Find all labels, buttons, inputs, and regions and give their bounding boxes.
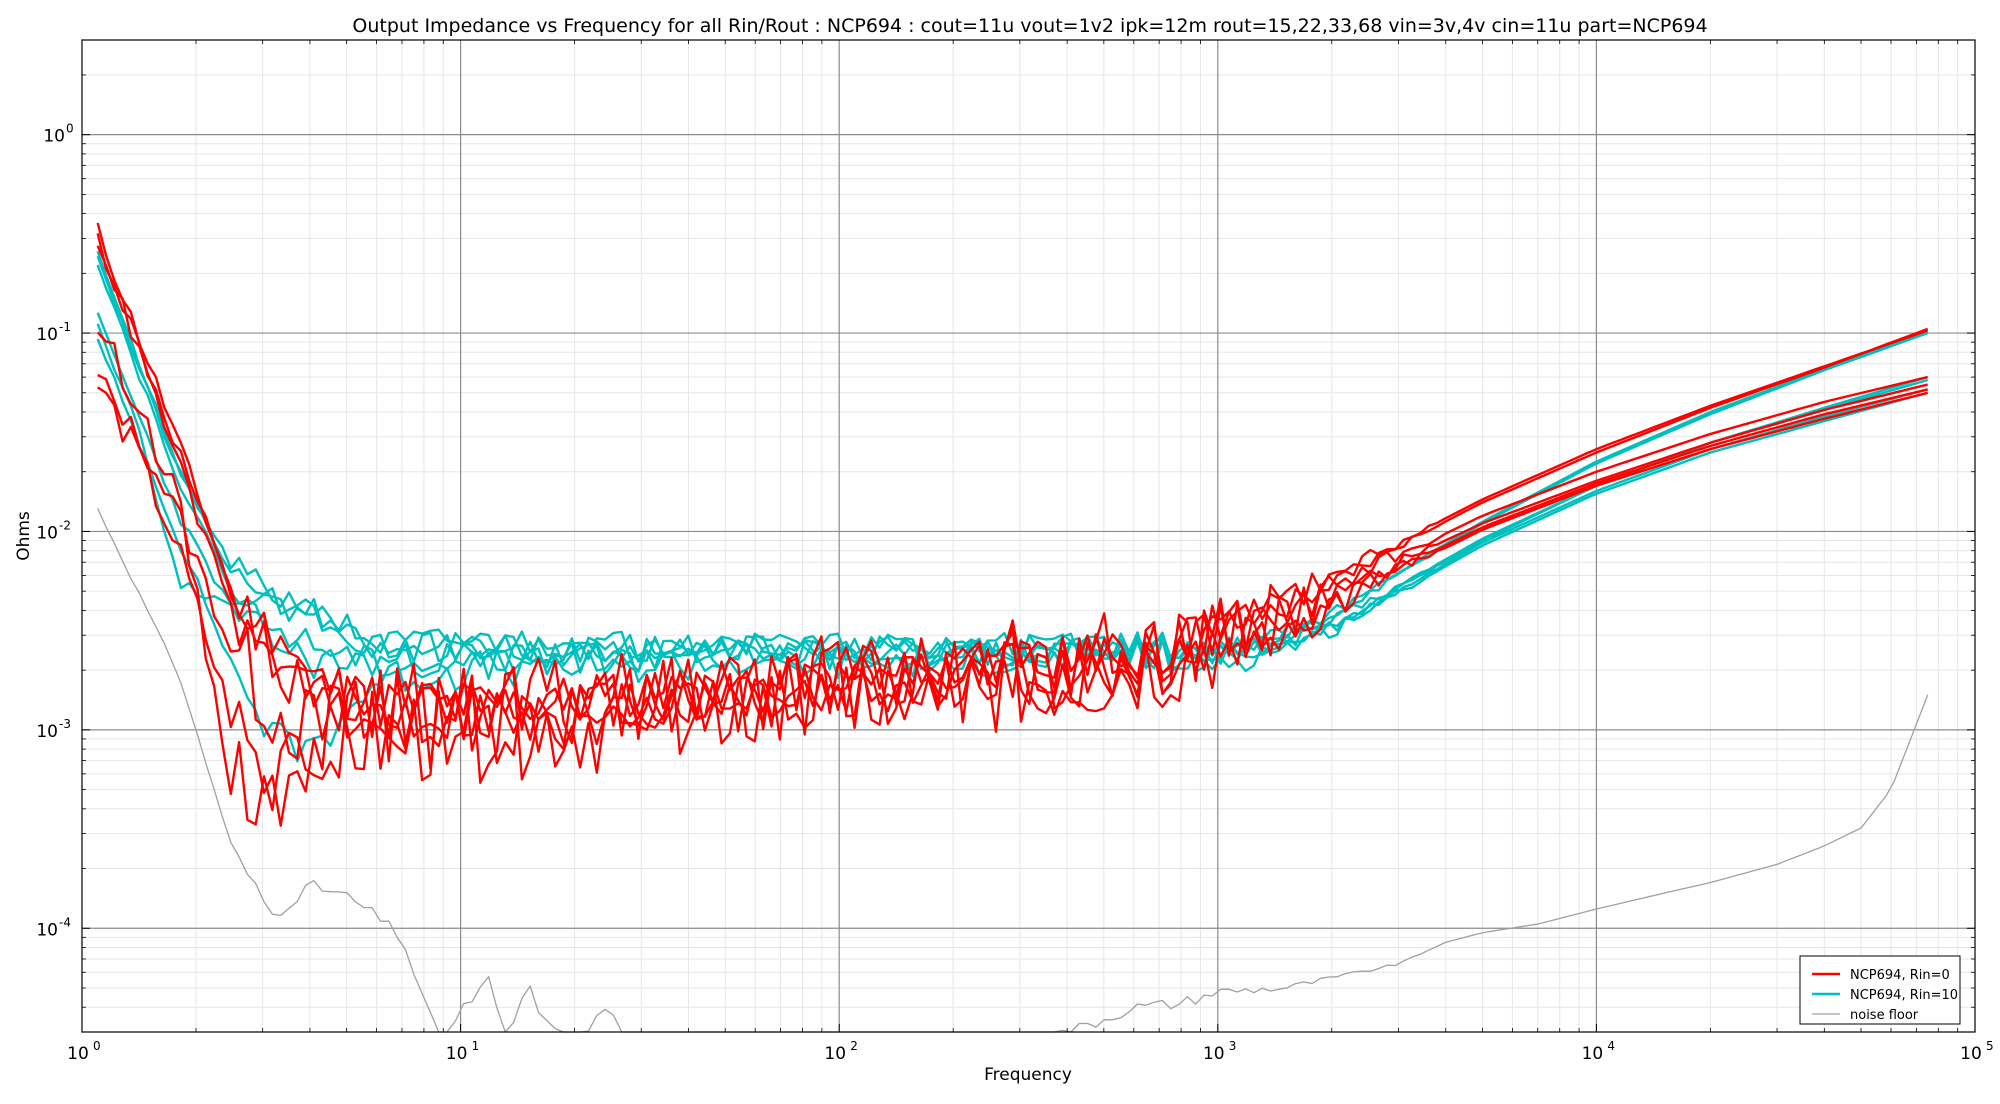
x-tick-label: 10 — [1203, 1044, 1225, 1064]
y-tick-exponent: -1 — [59, 320, 71, 334]
x-tick-label: 10 — [446, 1044, 468, 1064]
x-tick-exponent: 2 — [850, 1039, 858, 1053]
x-tick-exponent: 0 — [93, 1039, 101, 1053]
legend-label: noise floor — [1850, 1008, 1919, 1023]
x-tick-exponent: 3 — [1229, 1039, 1237, 1053]
plot-area — [81, 39, 1976, 1033]
x-tick-exponent: 4 — [1607, 1039, 1615, 1053]
series-line — [96, 250, 1929, 663]
legend-label: NCP694, Rin=10 — [1850, 988, 1958, 1003]
legend-label: NCP694, Rin=0 — [1850, 968, 1950, 983]
y-tick-label: 10 — [36, 722, 58, 742]
minor-gridlines — [82, 40, 1975, 1033]
legend: NCP694, Rin=0 NCP694, Rin=10 noise floor — [1799, 955, 1961, 1025]
y-tick-exponent: 0 — [66, 122, 74, 136]
x-tick-label: 10 — [824, 1044, 846, 1064]
y-tick-exponent: -3 — [59, 717, 71, 731]
x-tick-exponent: 1 — [472, 1039, 480, 1053]
x-tick-label: 10 — [1960, 1044, 1982, 1064]
plot-background — [82, 40, 1975, 1032]
y-axis-label: Ohms — [14, 511, 34, 561]
series-layer — [96, 222, 1929, 1033]
legend-items: NCP694, Rin=0 NCP694, Rin=10 noise floor — [1812, 968, 1958, 1023]
series-line — [96, 331, 1928, 826]
series-line — [96, 338, 1929, 763]
x-tick-exponent: 5 — [1986, 1039, 1994, 1053]
series-line — [96, 233, 1928, 744]
y-tick-label: 10 — [36, 523, 58, 543]
series-line — [96, 245, 1929, 739]
tick-marks — [81, 40, 1976, 1033]
y-tick-label: 10 — [36, 325, 58, 345]
y-tick-label: 10 — [36, 920, 58, 940]
x-tick-label: 10 — [1582, 1044, 1604, 1064]
plot-frame — [81, 39, 1976, 1033]
y-tick-exponent: -4 — [59, 915, 71, 929]
series-line — [96, 255, 1929, 665]
x-tick-labels: 10 0 10 1 10 2 10 3 10 4 10 5 — [67, 1039, 1993, 1064]
x-tick-label: 10 — [67, 1044, 89, 1064]
x-axis-label: Frequency — [984, 1065, 1072, 1085]
y-tick-exponent: -2 — [59, 518, 71, 532]
chart-title: Output Impedance vs Frequency for all Ri… — [352, 15, 1707, 37]
major-gridlines — [82, 40, 1975, 1032]
legend-box — [1799, 955, 1961, 1025]
y-tick-label: 10 — [43, 127, 65, 147]
